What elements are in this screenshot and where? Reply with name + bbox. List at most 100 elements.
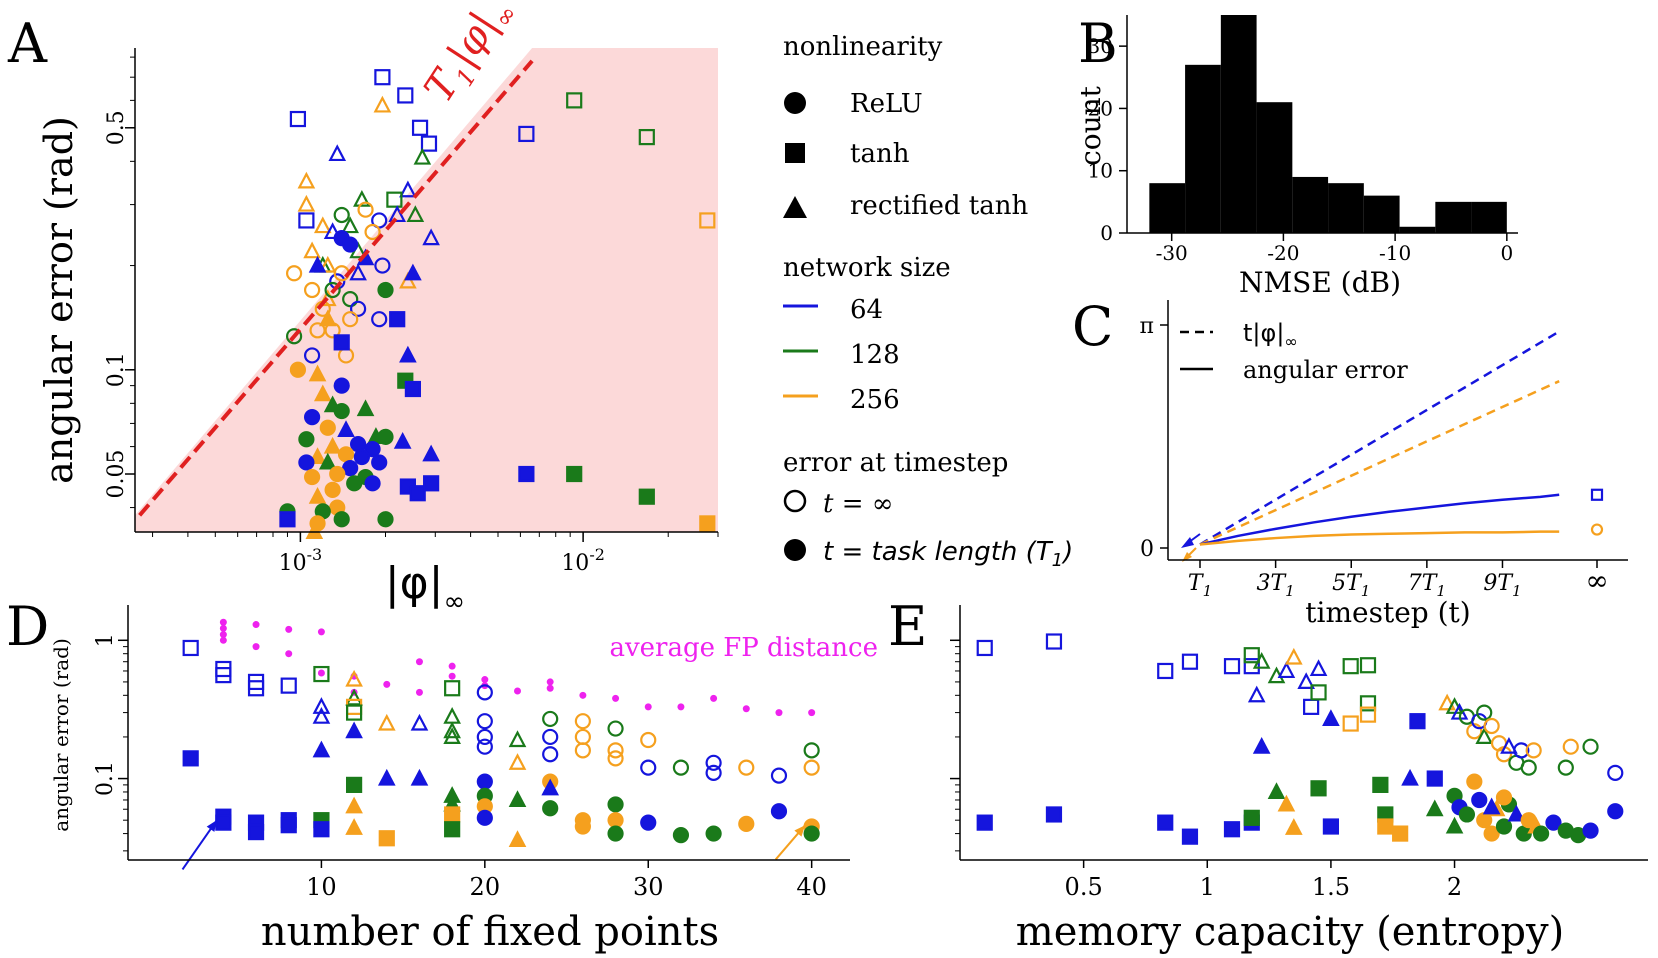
panel-a-chart: 0.05 0.1 0.5 10-3 10-2 |φ|∞ angular error (rad… — [37, 0, 719, 617]
a-point-circle — [298, 454, 315, 471]
d-point-triangle — [377, 713, 396, 731]
b-bar — [1185, 64, 1221, 233]
d-fp-dot — [252, 643, 260, 651]
d-point-square — [345, 776, 363, 793]
a-point-circle — [333, 206, 350, 224]
legend-error-title: error at timestep — [783, 448, 1008, 478]
d-point-triangle — [312, 707, 331, 724]
a-point-circle — [333, 377, 350, 394]
e-point-triangle — [1277, 661, 1296, 679]
panel-label-b: B — [1078, 12, 1118, 75]
d-fp-dot — [415, 658, 423, 666]
b-x-tick-label: 0 — [1500, 241, 1513, 265]
e-point-square — [1359, 695, 1377, 712]
d-point-circle — [574, 742, 591, 759]
d-point-circle — [607, 750, 624, 767]
d-point-circle — [476, 738, 493, 755]
a-point-circle — [364, 475, 381, 492]
d-point-triangle — [443, 707, 461, 724]
a-point-triangle — [356, 399, 375, 417]
d-point-circle — [770, 767, 788, 784]
c-arrowhead-64 — [1181, 537, 1194, 548]
legend-rtanh-label: rectified tanh — [850, 191, 1028, 221]
d-point-triangle — [508, 730, 527, 748]
e-point-square — [1342, 658, 1359, 675]
d-fp-dot — [546, 684, 554, 692]
d-point-circle — [672, 759, 690, 776]
b-histogram-bars — [1149, 15, 1507, 233]
d-point-square — [378, 830, 395, 847]
e-point-square — [1310, 684, 1327, 701]
d-fp-dot — [644, 703, 652, 711]
e-point-square — [1181, 828, 1199, 845]
a-point-square — [699, 515, 716, 532]
a-point-square — [374, 69, 391, 86]
a-point-triangle — [323, 222, 342, 240]
a-point-triangle — [308, 255, 327, 273]
a-point-circle — [342, 291, 359, 308]
c-end-marker-circle — [1590, 523, 1604, 536]
legend-nonlinearity-title: nonlinearity — [783, 32, 943, 62]
d-point-circle — [574, 713, 591, 730]
a-point-triangle — [318, 309, 337, 327]
e-point-circle — [1557, 759, 1574, 776]
d-fp-dot — [285, 650, 293, 658]
d-point-triangle — [345, 796, 363, 814]
d-point-triangle — [443, 727, 461, 744]
a-x-axis-title: |φ|∞ — [385, 558, 465, 617]
e-point-circle — [1483, 825, 1500, 842]
a-axes: 0.05 0.1 0.5 10-3 10-2 |φ|∞ angular error (rad… — [37, 48, 719, 617]
legend-size-64-label: 64 — [850, 295, 883, 325]
d-fp-dot — [742, 705, 750, 713]
a-point-square — [420, 135, 438, 152]
d-fp-dot — [285, 625, 293, 633]
a-point-square — [411, 119, 429, 136]
legend-relu-marker — [784, 92, 806, 114]
a-point-circle — [353, 448, 370, 466]
a-point-square — [638, 488, 655, 505]
d-point-circle — [705, 825, 722, 842]
a-point-square — [279, 511, 296, 528]
d-point-circle — [705, 754, 722, 771]
d-point-square — [444, 806, 461, 823]
e-point-circle — [1466, 723, 1483, 740]
e-point-circle — [1515, 825, 1532, 842]
b-bar — [1328, 183, 1364, 233]
a-point-circle — [303, 281, 321, 299]
e-point-triangle — [1309, 659, 1328, 677]
legend-tanh-marker — [785, 143, 805, 163]
a-point-circle — [303, 409, 321, 426]
b-bar — [1435, 201, 1472, 233]
a-point-triangle — [297, 194, 316, 212]
panel-d-chart: average FP distance 0.1 1 10 20 30 40 number o… — [49, 605, 878, 955]
e-x-axis-title: memory capacity (entropy) — [1016, 909, 1564, 955]
e-point-square — [1223, 658, 1241, 675]
panel-e-chart: 0.5 1 1.5 2 memory capacity (entropy) — [950, 605, 1648, 955]
panel-b-chart: 0 10 20 30 -30 -20 -10 0 NMSE (dB) count — [1074, 15, 1518, 299]
d-point-triangle — [508, 753, 527, 770]
e-point-triangle — [1507, 804, 1526, 822]
d-fp-dot — [775, 709, 783, 717]
legend-t-task-label: t = task length (T1) — [823, 537, 1073, 571]
c-y-tick-label: 0 — [1140, 537, 1154, 562]
d-point-circle — [607, 825, 624, 842]
c-x-axis-title: timestep (t) — [1305, 596, 1470, 629]
c-solid-line — [1199, 530, 1560, 546]
a-point-square — [289, 110, 307, 128]
d-fp-dot — [415, 688, 423, 696]
d-x-tick-label: 10 — [306, 873, 337, 901]
d-point-circle — [672, 827, 690, 844]
e-x-tick-label: 2 — [1447, 873, 1462, 901]
d-point-circle — [607, 742, 624, 759]
a-shaded-region — [135, 48, 718, 532]
d-point-circle — [476, 728, 493, 746]
a-point-square — [389, 311, 406, 328]
a-point-circle — [329, 465, 346, 483]
e-x-tick-label: 1.5 — [1312, 873, 1350, 901]
e-point-square — [1392, 825, 1409, 842]
d-point-triangle — [312, 740, 331, 758]
a-point-triangle — [313, 384, 332, 402]
a-point-circle — [364, 223, 381, 241]
d-point-circle — [803, 742, 820, 759]
